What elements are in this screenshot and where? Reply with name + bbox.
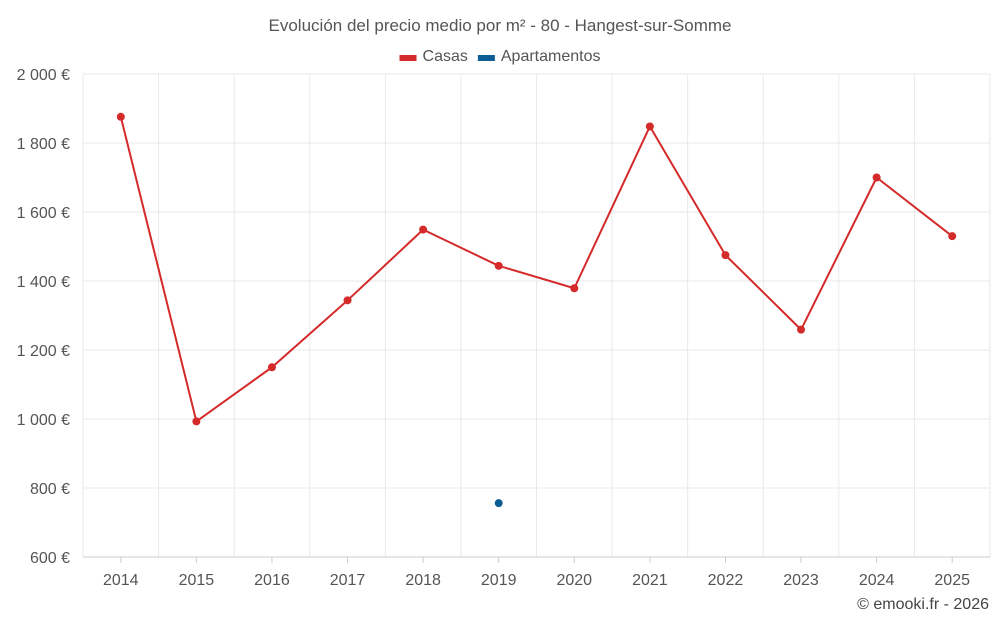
data-point[interactable] <box>570 284 579 293</box>
data-point[interactable] <box>116 112 125 121</box>
legend-item-casas[interactable]: Casas <box>399 48 468 65</box>
x-tick-label: 2015 <box>179 572 215 589</box>
data-point[interactable] <box>948 232 957 241</box>
y-tick-label: 800 € <box>30 481 70 498</box>
data-point[interactable] <box>797 325 806 334</box>
chart-title: Evolución del precio medio por m² - 80 -… <box>269 16 732 35</box>
credit-text: © emooki.fr - 2026 <box>857 596 989 613</box>
x-tick-label: 2025 <box>934 572 970 589</box>
series-line <box>119 116 953 423</box>
y-tick-label: 1 000 € <box>17 412 70 429</box>
series-apartamentos <box>494 499 503 508</box>
y-tick-label: 1 200 € <box>17 343 70 360</box>
legend-item-apartamentos[interactable]: Apartamentos <box>477 48 601 65</box>
series-casas <box>116 112 957 426</box>
y-tick-label: 2 000 € <box>17 67 70 84</box>
x-tick-label: 2024 <box>859 572 895 589</box>
legend-swatch <box>477 55 495 61</box>
axes: 600 € 800 € 1 000 € 1 200 € 1 400 € 1 600 € 1 … <box>17 67 990 589</box>
y-tick-label: 600 € <box>30 550 70 567</box>
y-tick-label: 1 400 € <box>17 274 70 291</box>
data-point[interactable] <box>494 499 503 508</box>
data-point[interactable] <box>419 225 428 234</box>
x-tick-label: 2014 <box>103 572 139 589</box>
data-point[interactable] <box>267 363 276 372</box>
x-tick-label: 2017 <box>330 572 366 589</box>
data-point[interactable] <box>192 417 201 426</box>
x-tick-label: 2022 <box>708 572 744 589</box>
legend-swatch <box>399 55 417 61</box>
x-tick-label: 2020 <box>556 572 592 589</box>
y-tick-label: 1 800 € <box>17 136 70 153</box>
data-point[interactable] <box>494 261 503 270</box>
data-point[interactable] <box>645 122 654 131</box>
grid-lines <box>82 73 991 557</box>
data-point[interactable] <box>872 173 881 182</box>
x-tick-label: 2018 <box>405 572 441 589</box>
data-point[interactable] <box>343 296 352 305</box>
x-tick-label: 2021 <box>632 572 668 589</box>
x-tick-label: 2019 <box>481 572 517 589</box>
x-tick-label: 2016 <box>254 572 290 589</box>
chart-legend[interactable]: Casas Apartamentos <box>399 48 601 65</box>
legend-label: Apartamentos <box>501 48 601 65</box>
y-tick-label: 1 600 € <box>17 205 70 222</box>
legend-label: Casas <box>423 48 468 65</box>
data-point[interactable] <box>721 251 730 260</box>
series-layer <box>116 112 957 508</box>
x-tick-label: 2023 <box>783 572 819 589</box>
